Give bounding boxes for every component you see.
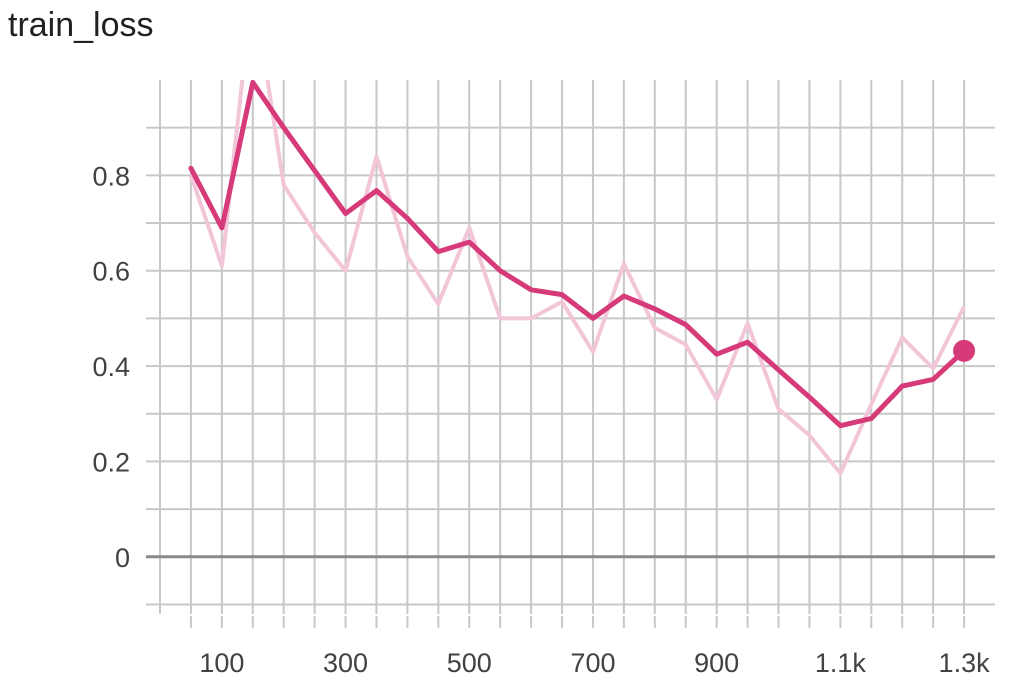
x-tick-label: 700 (570, 648, 615, 678)
axes (146, 80, 995, 628)
last-point-marker (953, 339, 976, 362)
x-tick-label: 1.1k (815, 648, 867, 678)
x-tick-label: 300 (323, 648, 368, 678)
tick-labels: 100 300 500 700 900 1.1k 1.3k 0 0.2 0.4 0.6 0.8 (92, 161, 990, 678)
chart-title: train_loss (8, 6, 154, 44)
raw-series (189, 80, 966, 476)
y-tick-label: 0.4 (92, 352, 130, 382)
x-tick-label: 100 (199, 648, 244, 678)
x-tick-label: 1.3k (939, 648, 991, 678)
x-tick-label: 500 (447, 648, 492, 678)
grid-lines (160, 80, 995, 614)
smoothed-series (188, 80, 967, 429)
x-tick-label: 900 (694, 648, 739, 678)
y-tick-label: 0.8 (92, 161, 130, 191)
smoothed-line (188, 80, 967, 429)
raw-line (189, 80, 966, 476)
y-tick-label: 0.6 (92, 257, 130, 287)
y-tick-label: 0.2 (92, 447, 130, 477)
y-tick-label: 0 (115, 543, 130, 573)
